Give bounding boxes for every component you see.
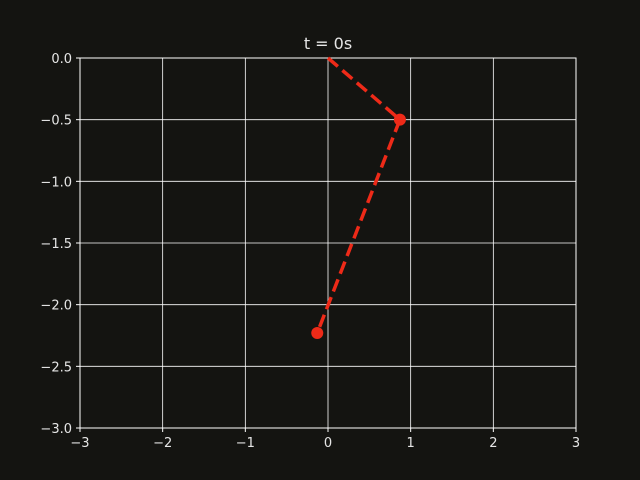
y-tick-label: −1.0 xyxy=(40,175,72,190)
series-layer xyxy=(311,56,406,340)
y-tick-label: 0.0 xyxy=(51,52,72,67)
y-axis: 0.0 −0.5 −1.0 −1.5 −2.0 −2.5 −3.0 xyxy=(40,52,80,437)
x-tick-label: −3 xyxy=(70,436,89,451)
x-tick-label: −2 xyxy=(153,436,172,451)
y-tick-label: −1.5 xyxy=(40,237,72,252)
x-tick-label: 0 xyxy=(324,436,332,451)
x-tick-label: −1 xyxy=(236,436,255,451)
y-tick-label: −2.5 xyxy=(40,360,72,375)
pendulum-bob-point xyxy=(393,113,406,126)
pendulum-rod-line xyxy=(315,56,402,334)
y-tick-label: −3.0 xyxy=(40,422,72,437)
x-axis: −3 −2 −1 0 1 2 3 xyxy=(70,428,580,451)
x-tick-label: 2 xyxy=(489,436,497,451)
x-tick-label: 3 xyxy=(572,436,580,451)
x-tick-label: 1 xyxy=(407,436,415,451)
chart-title: t = 0s xyxy=(304,34,352,53)
y-tick-label: −0.5 xyxy=(40,114,72,129)
y-tick-label: −2.0 xyxy=(40,299,72,314)
grid xyxy=(79,57,577,429)
pendulum-bob-point xyxy=(311,327,324,340)
